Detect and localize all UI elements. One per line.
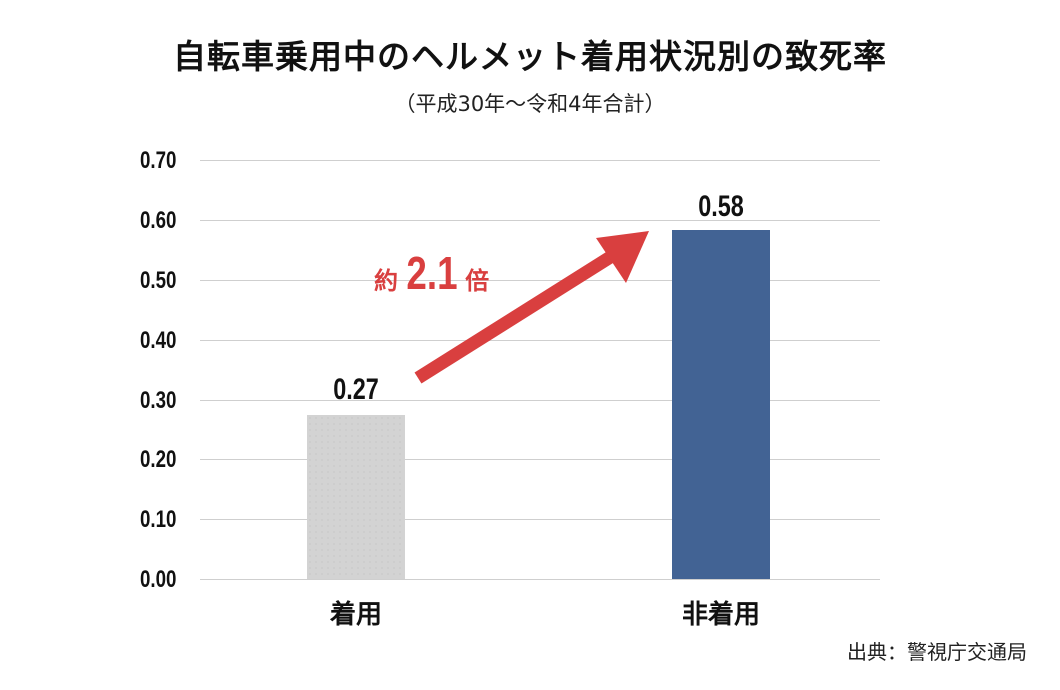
y-tick-label: 0.20 [140,446,177,473]
gridline-0.30 [200,400,880,401]
bar-value-label: 0.58 [698,190,744,223]
gridline-0.10 [200,519,880,520]
gridline-0.40 [200,340,880,341]
gridline-0.20 [200,459,880,460]
y-tick-label: 0.50 [140,267,177,294]
chart-subtitle: （平成30年～令和4年合計） [394,92,666,116]
x-category-label: 着用 [329,600,382,630]
baseline-0.00 [200,579,880,580]
annotation-suffix: 倍 [465,267,490,295]
y-tick-label: 0.10 [140,506,177,533]
gridline-0.50 [200,280,880,281]
y-tick-label: 0.30 [140,387,177,414]
bar-value-label: 0.27 [333,373,379,406]
y-tick-label: 0.00 [140,566,177,593]
x-category-label: 非着用 [681,600,760,630]
y-tick-label: 0.60 [140,207,177,234]
annotation-prefix: 約 [374,267,398,295]
y-tick-label: 0.40 [140,327,177,354]
chart-title: 自転車乗用中のヘルメット着用状況別の致死率 [173,37,887,76]
source-note: 出典：警視庁交通局 [847,640,1027,664]
y-tick-label: 0.70 [140,147,177,174]
gridline-0.70 [200,160,880,161]
annotation-value: 2.1 [405,247,458,299]
ratio-annotation: 約 2.1 倍 [374,246,489,300]
bar-helmet-worn [307,415,405,579]
bar-helmet-not-worn [672,230,770,579]
gridline-0.60 [200,220,880,221]
